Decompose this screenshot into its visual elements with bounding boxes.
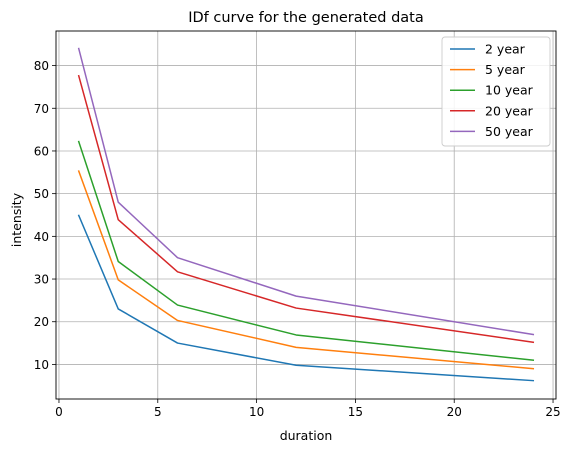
y-tick-label: 80 bbox=[34, 59, 49, 73]
series-line-5 bbox=[77, 47, 535, 336]
series-line-3 bbox=[77, 140, 535, 361]
chart-title: IDf curve for the generated data bbox=[188, 10, 424, 26]
y-axis: 10 20 30 40 50 60 70 80 bbox=[34, 59, 56, 372]
series-line-4 bbox=[77, 74, 535, 344]
legend-entry: 5 year bbox=[485, 62, 526, 77]
y-tick-label: 30 bbox=[34, 273, 49, 287]
x-axis: 0 5 10 15 20 25 bbox=[55, 399, 561, 419]
legend-entry: 20 year bbox=[485, 103, 534, 118]
y-axis-label: intensity bbox=[9, 192, 24, 247]
legend-entry: 10 year bbox=[485, 83, 534, 98]
legend-box bbox=[441, 36, 551, 147]
series-line-2 bbox=[77, 170, 535, 370]
y-tick-label: 20 bbox=[34, 315, 49, 329]
plot-frame bbox=[55, 30, 557, 400]
legend-entry: 2 year bbox=[485, 42, 526, 57]
y-tick-label: 40 bbox=[34, 230, 49, 244]
y-tick-label: 10 bbox=[34, 358, 49, 372]
y-tick-label: 70 bbox=[34, 102, 49, 116]
x-tick-label: 15 bbox=[348, 405, 363, 419]
series-lines bbox=[77, 47, 535, 382]
series-line-1 bbox=[77, 214, 535, 382]
x-tick-label: 20 bbox=[447, 405, 462, 419]
x-tick-label: 0 bbox=[55, 405, 63, 419]
legend-entry: 50 year bbox=[485, 124, 534, 139]
y-tick-label: 50 bbox=[34, 187, 49, 201]
x-tick-label: 5 bbox=[154, 405, 162, 419]
y-tick-label: 60 bbox=[34, 144, 49, 158]
x-tick-label: 10 bbox=[249, 405, 264, 419]
x-axis-label: duration bbox=[280, 428, 333, 443]
x-tick-label: 25 bbox=[545, 405, 560, 419]
legend: 2 year 5 year 10 year 20 year 50 year bbox=[441, 36, 551, 147]
